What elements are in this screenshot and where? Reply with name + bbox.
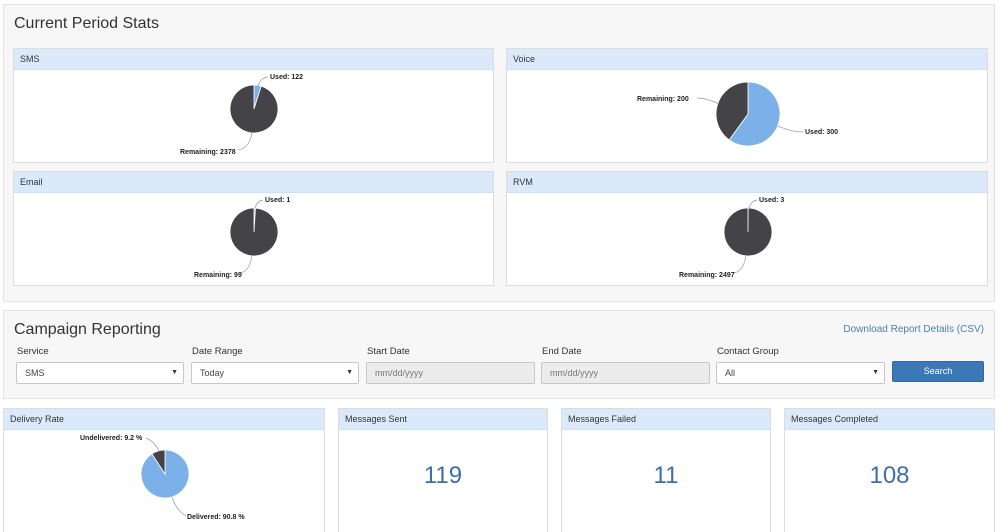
email-used-connector [254,199,264,209]
chevron-down-icon: ▼ [346,369,353,376]
voice-used-connector [777,125,804,133]
messages-completed-panel: Messages Completed 108 [784,408,995,532]
messages-sent-panel: Messages Sent 119 [338,408,548,532]
voice-remaining-connector [696,97,720,105]
download-report-link[interactable]: Download Report Details (CSV) [843,324,984,335]
start-date-input[interactable]: mm/dd/yyyy [366,362,535,384]
undelivered-label: Undelivered: 9.2 % [80,435,143,442]
rvm-remaining-label: Remaining: 2497 [679,272,735,279]
messages-completed-value: 108 [869,462,910,489]
delivery-rate-panel: Delivery Rate Undelivered: 9.2 % Deliver… [3,408,325,532]
undelivered-connector [145,437,160,452]
rvm-panel: RVM Used: 3 Remaining: 2497 [506,171,988,286]
end-date-input[interactable]: mm/dd/yyyy [541,362,710,384]
pie-slice-secondary [151,449,166,476]
rvm-used-label: Used: 3 [759,197,784,204]
current-period-title: Current Period Stats [14,15,159,32]
delivery-rate-header: Delivery Rate [4,409,324,430]
search-button[interactable]: Search [892,361,984,382]
voice-pie-chart: Remaining: 200 Used: 300 [637,81,838,147]
email-panel: Email Used: 1 Remaining: 99 [13,171,494,286]
pie-slice-secondary [229,207,279,257]
sms-remaining-connector [237,131,253,151]
date-range-select[interactable]: Today ▼ [191,362,359,384]
voice-panel-header: Voice [507,49,987,70]
contact-group-select-value: All [725,368,736,378]
campaign-reporting-title: Campaign Reporting [14,321,161,338]
email-remaining-connector [239,254,253,274]
messages-failed-panel: Messages Failed 11 [561,408,771,532]
pie-slice-secondary [229,84,279,134]
messages-sent-value: 119 [423,462,463,489]
messages-completed-header: Messages Completed [785,409,994,430]
end-date-label: End Date [542,346,582,357]
service-select-value: SMS [25,368,45,378]
pie-slice-primary [728,81,781,147]
contact-group-select[interactable]: All ▼ [716,362,885,384]
messages-failed-value: 11 [653,462,679,489]
date-range-label: Date Range [192,346,243,357]
pie-slice-secondary [723,207,773,257]
service-label: Service [17,346,49,357]
contact-group-label: Contact Group [717,346,779,357]
delivered-connector [171,496,187,517]
sms-remaining-label: Remaining: 2378 [180,149,236,156]
date-range-select-value: Today [200,368,225,378]
email-remaining-label: Remaining: 99 [194,272,242,279]
pie-slice-secondary [715,81,749,141]
delivered-label: Delivered: 90.8 % [187,514,245,521]
delivery-rate-pie-chart: Undelivered: 9.2 % Delivered: 90.8 % [80,435,245,521]
sms-panel: SMS Used: 122 Remaining: 2378 [13,48,494,163]
voice-used-label: Used: 300 [805,129,838,136]
sms-used-connector [257,76,269,87]
rvm-remaining-connector [733,254,747,274]
sms-panel-header: SMS [14,49,493,70]
sms-used-label: Used: 122 [270,74,303,81]
sms-pie-chart: Used: 122 Remaining: 2378 [180,74,303,156]
rvm-panel-header: RVM [507,172,987,193]
current-period-section: Current Period Stats SMS Used: 122 Remai… [3,4,995,302]
service-select[interactable]: SMS ▼ [16,362,184,384]
messages-sent-header: Messages Sent [339,409,547,430]
rvm-used-connector [748,199,758,209]
voice-panel: Voice Remaining: 200 Used: 300 [506,48,988,163]
chevron-down-icon: ▼ [872,369,879,376]
email-used-label: Used: 1 [265,197,290,204]
messages-failed-header: Messages Failed [562,409,770,430]
email-pie-chart: Used: 1 Remaining: 99 [194,197,290,279]
start-date-label: Start Date [367,346,410,357]
rvm-pie-chart: Used: 3 Remaining: 2497 [679,197,784,279]
campaign-reporting-section: Campaign Reporting Download Report Detai… [3,310,995,399]
chevron-down-icon: ▼ [171,369,178,376]
email-panel-header: Email [14,172,493,193]
voice-remaining-label: Remaining: 200 [637,96,689,103]
